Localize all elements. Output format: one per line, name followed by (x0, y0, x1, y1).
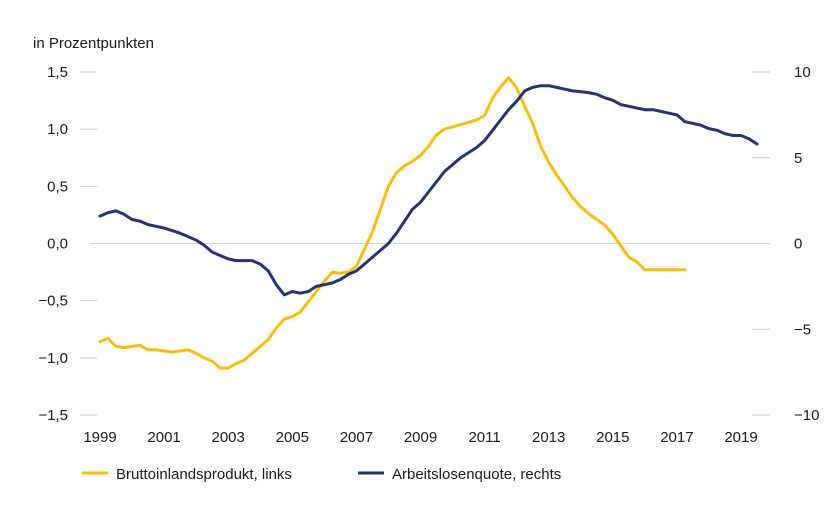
left-y-tick-label: 1,0 (47, 121, 68, 138)
legend-label-gdp: Bruttoinlandsprodukt, links (116, 466, 292, 483)
left-y-tick-label: 0,5 (47, 178, 68, 195)
x-tick-label: 2013 (532, 429, 565, 446)
series-lines (98, 76, 759, 370)
left-y-tick-label: −1,5 (38, 407, 68, 424)
x-tick-label: 2017 (660, 429, 693, 446)
right-y-tick-label: 10 (794, 64, 811, 81)
x-tick-label: 2007 (340, 429, 373, 446)
legend-item-unemployment: Arbeitslosenquote, rechts (358, 466, 561, 483)
right-y-tick-label: −5 (794, 321, 811, 338)
left-y-axis: 1,5 1,0 0,5 0,0 −0,5 −1,0 −1,5 (38, 64, 97, 424)
x-tick-label: 2015 (596, 429, 629, 446)
legend-label-unemployment: Arbeitslosenquote, rechts (392, 466, 561, 483)
x-tick-label: 2009 (404, 429, 437, 446)
left-y-tick-label: −0,5 (38, 293, 68, 310)
x-tick-label: 2003 (212, 429, 245, 446)
x-tick-label: 2005 (276, 429, 309, 446)
right-y-tick-label: 0 (794, 236, 802, 253)
left-y-tick-label: −1,0 (38, 350, 68, 367)
x-tick-label: 2019 (724, 429, 757, 446)
legend: Bruttoinlandsprodukt, links Arbeitslosen… (82, 466, 561, 483)
right-y-axis: 10 5 0 −5 −10 (752, 64, 819, 424)
right-y-tick-label: 5 (794, 150, 802, 167)
x-tick-label: 2001 (147, 429, 180, 446)
series-line-unemployment (98, 84, 759, 297)
unit-label: in Prozentpunkten (33, 35, 154, 52)
left-y-tick-label: 1,5 (47, 64, 68, 81)
left-y-tick-label: 0,0 (47, 236, 68, 253)
x-tick-label: 2011 (468, 429, 500, 446)
x-tick-label: 1999 (83, 429, 116, 446)
legend-item-gdp: Bruttoinlandsprodukt, links (82, 466, 292, 483)
x-axis: 1999 2001 2003 2005 2007 2009 2011 2013 2015 2017… (83, 429, 757, 446)
right-y-tick-label: −10 (794, 407, 819, 424)
series-line-gdp (98, 76, 687, 370)
